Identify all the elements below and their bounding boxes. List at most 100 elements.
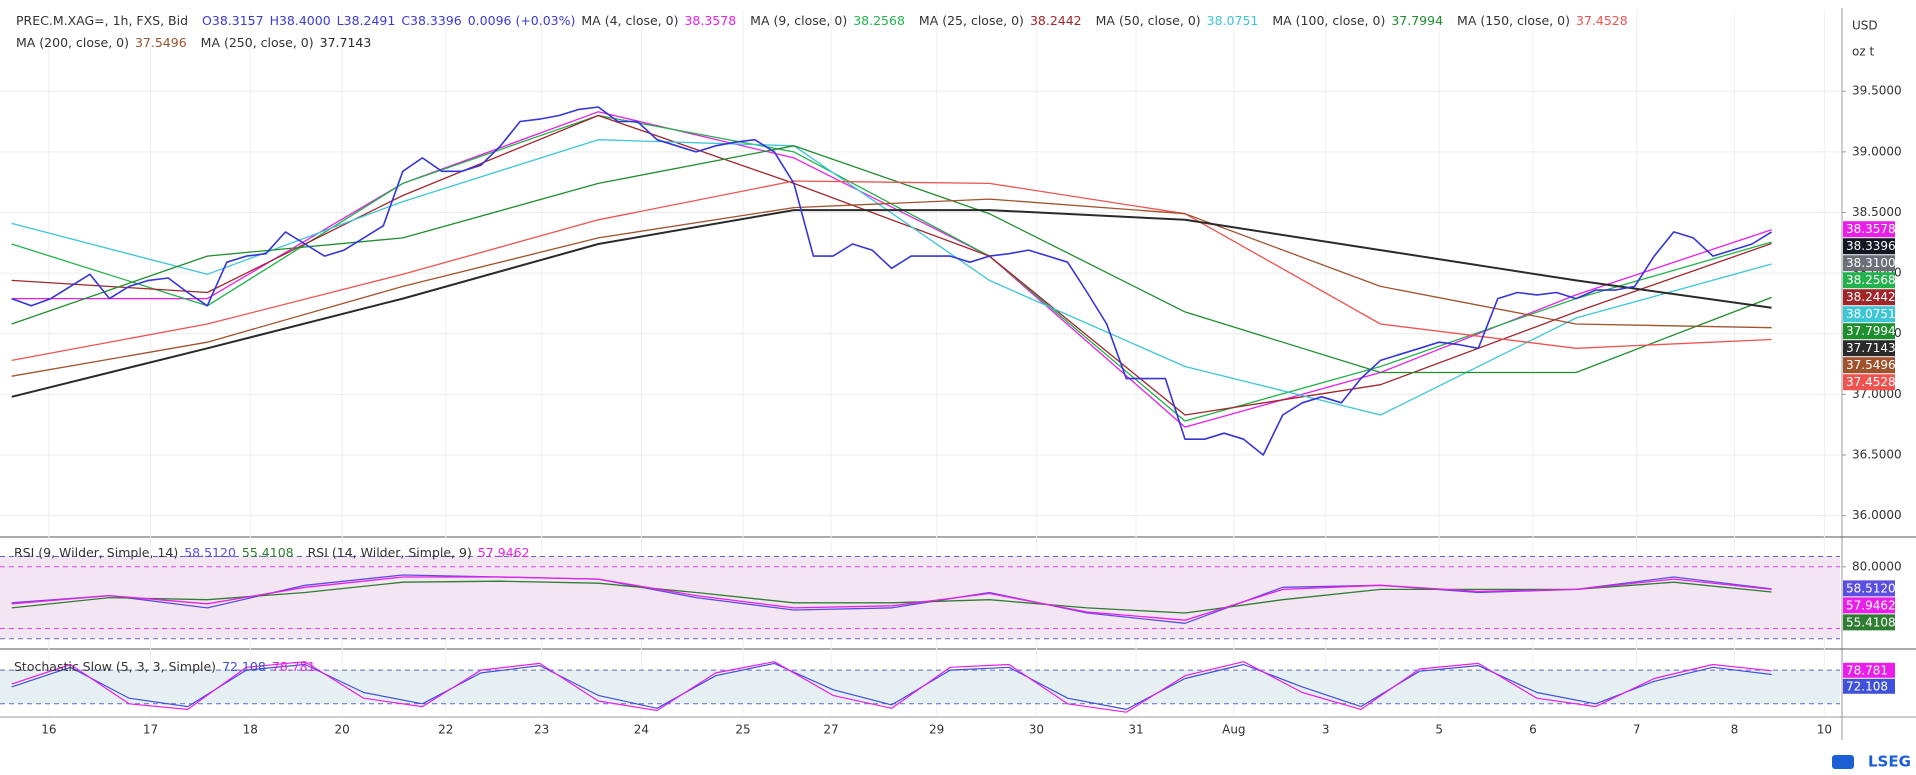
symbol: PREC.M.XAG=, 1h, FXS, Bid (16, 13, 189, 28)
x-tick-label: 25 (735, 723, 750, 737)
price-marker (1843, 238, 1895, 255)
price-marker-label: 38.2442 (1846, 290, 1896, 304)
price-marker (1843, 289, 1895, 306)
price-marker (1843, 255, 1895, 272)
main-legend: PREC.M.XAG=, 1h, FXS, Bid O38.3157 H38.400… (16, 10, 1716, 54)
legend-name: MA (150, close, 0) (1457, 13, 1570, 28)
y-tick-label: 80.0000 (1852, 559, 1902, 573)
price-marker (1843, 614, 1895, 631)
price-marker-label: 58.5120 (1846, 581, 1896, 595)
x-tick-label: 8 (1731, 723, 1739, 737)
rsi-band (0, 556, 1840, 639)
rsi-legend: RSI (9, Wilder, Simple, 14) 58.5120 55.410… (14, 542, 544, 564)
x-tick-label: 27 (823, 723, 838, 737)
legend-value: 37.5496 (134, 35, 187, 50)
stoch-line (11, 662, 1772, 710)
x-tick-label: 5 (1435, 723, 1443, 737)
price-marker-label: 37.5496 (1846, 358, 1896, 372)
x-tick-label: 16 (41, 723, 56, 737)
x-tick-label: 20 (335, 723, 350, 737)
y-tick-label: 38.5000 (1852, 205, 1902, 219)
price-marker-label: 72.108 (1846, 679, 1888, 693)
price-marker-label: 38.3100 (1846, 256, 1896, 270)
y-tick-label: 36.5000 (1852, 447, 1902, 461)
price-marker (1843, 597, 1895, 614)
moving-average (11, 180, 1772, 362)
x-tick-label: 29 (929, 723, 944, 737)
price-marker-label: 38.0751 (1846, 307, 1896, 321)
price-marker-label: 37.7994 (1846, 324, 1896, 338)
y-tick-label: 39.5000 (1852, 84, 1902, 98)
x-tick-label: 30 (1029, 723, 1044, 737)
moving-average (11, 209, 1772, 398)
x-tick-label: 18 (243, 723, 258, 737)
legend-value: 58.5120 (184, 545, 236, 560)
legend-value: 37.7994 (1391, 13, 1444, 28)
legend-value: 38.2568 (853, 13, 905, 28)
legend-value: 37.4528 (1576, 13, 1628, 28)
price-marker-label: 78.781 (1846, 663, 1888, 677)
legend-value: 38.3578 (684, 13, 737, 28)
legend-value: 37.7143 (319, 35, 372, 50)
price-marker (1843, 323, 1895, 340)
legend-value: 55.4108 (241, 545, 294, 560)
legend-name: MA (250, close, 0) (200, 35, 314, 50)
price-marker (1843, 357, 1895, 374)
legend-value: 78.781 (271, 659, 316, 674)
price-marker (1843, 374, 1895, 391)
x-tick-label: 31 (1128, 723, 1143, 737)
rsi-line (11, 580, 1772, 614)
rsi-line (11, 576, 1772, 621)
y-tick-label: 36.0000 (1852, 508, 1902, 522)
legend-name: MA (200, close, 0) (16, 35, 129, 50)
legend-name: MA (50, close, 0) (1095, 13, 1201, 28)
price-marker (1843, 678, 1895, 694)
price-marker-label: 37.7143 (1846, 341, 1896, 355)
x-tick-label: 24 (634, 723, 649, 737)
price-marker (1843, 662, 1895, 678)
ohlc-value: C38.3396 (401, 13, 462, 28)
ohlc-value: H38.4000 (269, 13, 331, 28)
currency: USD (1852, 19, 1878, 33)
price-marker-label: 55.4108 (1846, 615, 1896, 629)
ohlc-value: 0.0096 (+0.03%) (467, 13, 576, 28)
legend-name: RSI (9, Wilder, Simple, 14) (14, 545, 179, 560)
price-marker (1843, 340, 1895, 357)
ohlc-value: O38.3157 (202, 13, 264, 28)
moving-average (11, 198, 1772, 377)
moving-average (11, 111, 1772, 428)
legend-name: MA (4, close, 0) (581, 13, 679, 28)
price-marker (1843, 580, 1895, 597)
legend-name: MA (9, close, 0) (750, 13, 848, 28)
x-tick-label: 3 (1322, 723, 1330, 737)
stoch-line (11, 661, 1772, 713)
price-marker (1843, 306, 1895, 323)
x-tick-label: 17 (143, 723, 158, 737)
x-tick-label: 7 (1633, 723, 1641, 737)
x-tick-label: 23 (534, 723, 549, 737)
legend-value: 38.2442 (1029, 13, 1082, 28)
legend-value: 38.0751 (1206, 13, 1259, 28)
legend-value: 57.9462 (477, 545, 530, 560)
x-tick-label: 22 (438, 723, 453, 737)
legend-value: 72.108 (222, 659, 266, 674)
price-marker-label: 38.3396 (1846, 239, 1896, 253)
x-tick-label: Aug (1222, 723, 1245, 737)
legend-name: Stochastic Slow (5, 3, 3, Simple) (14, 659, 217, 674)
x-tick-label: 6 (1529, 723, 1537, 737)
logo-icon (1832, 755, 1854, 769)
logo: LSEG (1868, 753, 1911, 771)
legend-name: MA (25, close, 0) (918, 13, 1024, 28)
price-marker-label: 38.3578 (1846, 222, 1896, 236)
legend-name: RSI (14, Wilder, Simple, 9) (307, 545, 472, 560)
stoch-legend: Stochastic Slow (5, 3, 3, Simple) 72.108 7… (14, 656, 330, 678)
price-marker-label: 57.9462 (1846, 598, 1896, 612)
stoch-band (0, 670, 1840, 704)
price-marker-label: 38.2568 (1846, 273, 1896, 287)
price-line (11, 106, 1773, 456)
price-marker (1843, 221, 1895, 238)
x-tick-label: 10 (1817, 723, 1832, 737)
price-marker (1843, 272, 1895, 289)
